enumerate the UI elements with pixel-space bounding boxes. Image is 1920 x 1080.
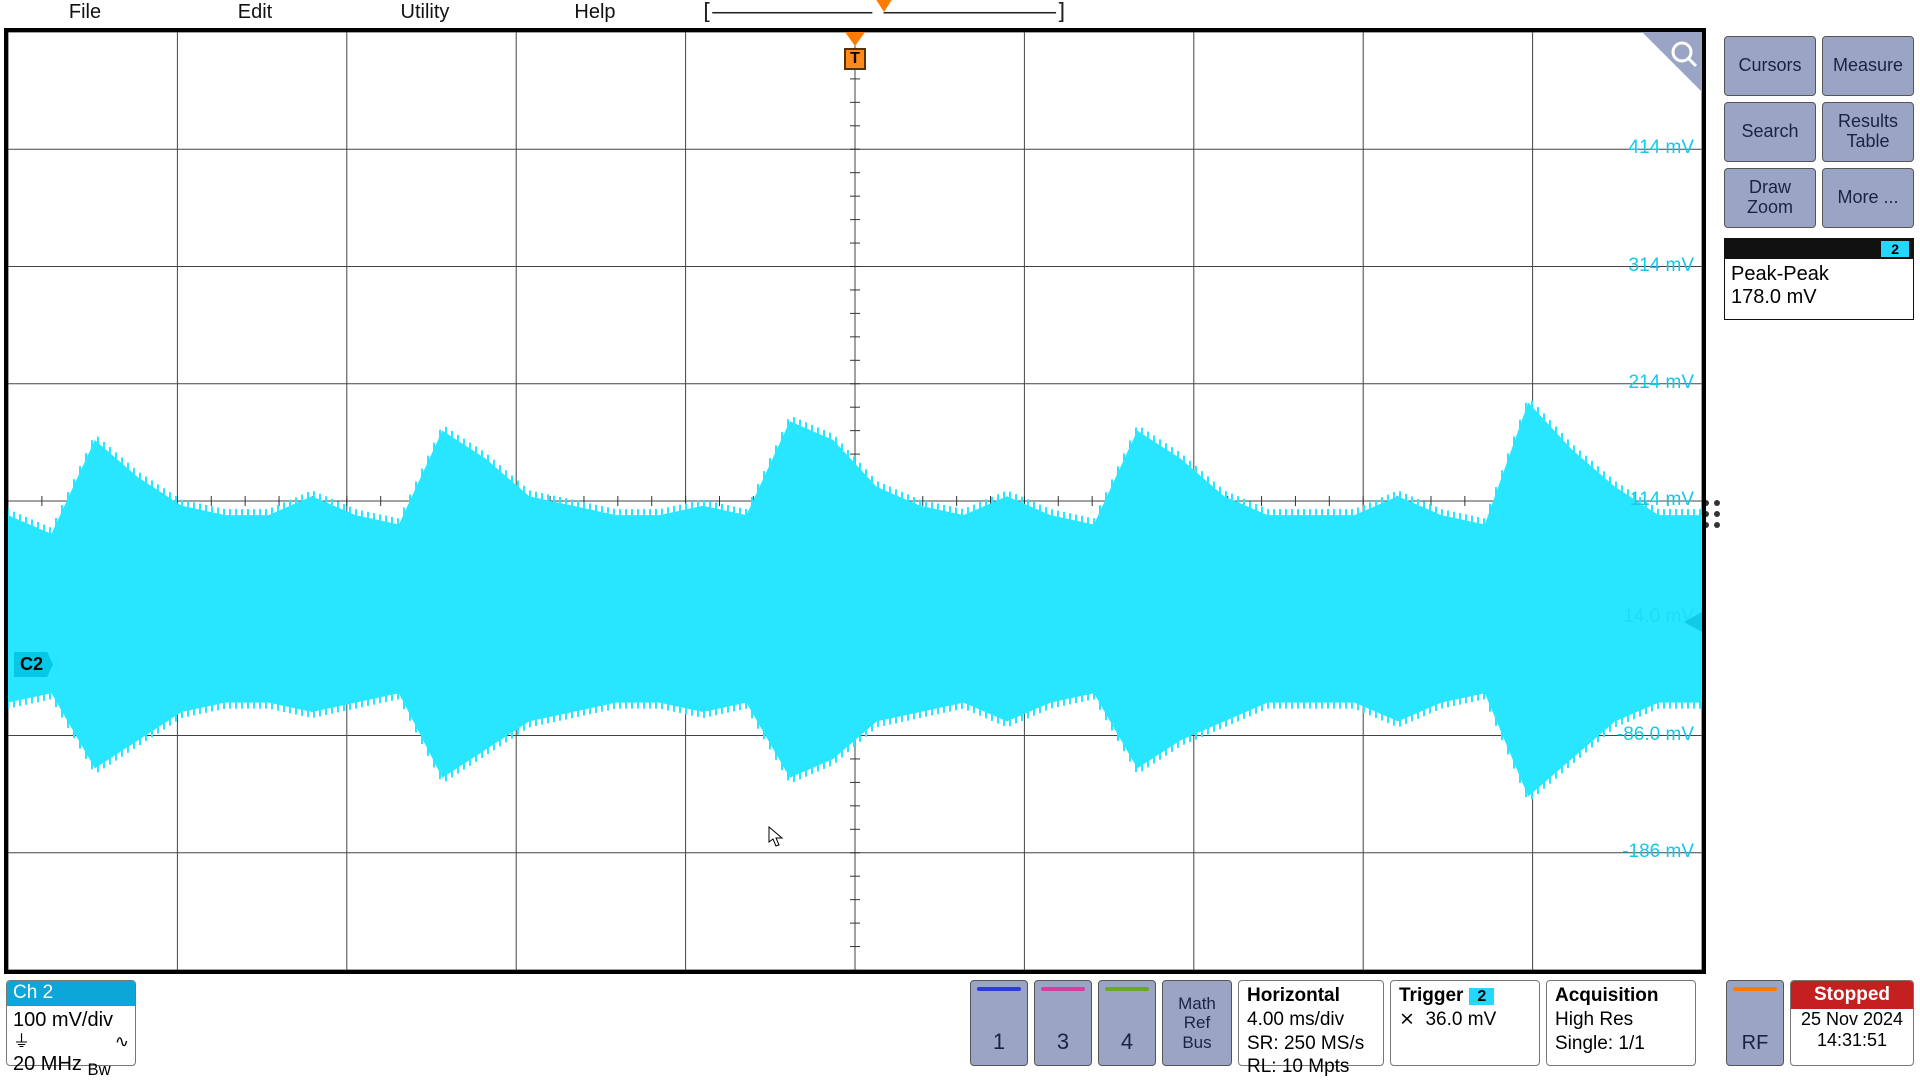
coupling-icon: ⏚ (13, 1032, 30, 1052)
channel-4-button[interactable]: 4 (1098, 980, 1156, 1066)
trigger-type-icon: ⨯ (1399, 1009, 1415, 1030)
voltage-gridline-label: -86.0 mV (1617, 724, 1694, 746)
ch3-label: 3 (1057, 1029, 1069, 1055)
acquisition-panel[interactable]: Acquisition High Res Single: 1/1 (1546, 980, 1696, 1066)
trigger-level: 36.0 mV (1425, 1009, 1496, 1030)
zoom-corner-icon[interactable] (1642, 32, 1702, 92)
voltage-gridline-label: -186 mV (1622, 841, 1694, 863)
waveform-display[interactable]: T C2 414 mV 314 mV 214 mV 114 mV 14.0 mV -86.… (4, 28, 1706, 974)
voltage-gridline-label: 14.0 mV (1623, 606, 1694, 628)
menu-utility[interactable]: Utility (340, 1, 510, 24)
status-box[interactable]: Stopped 25 Nov 2024 14:31:51 (1790, 980, 1914, 1066)
rf-button[interactable]: RF (1726, 980, 1784, 1066)
trigger-source-badge: 2 (1469, 988, 1494, 1005)
menu-bar: File Edit Utility Help [————————————— ——… (0, 0, 1920, 25)
measurement-readout[interactable]: 2 Peak-Peak 178.0 mV (1724, 238, 1914, 320)
channel-1-button[interactable]: 1 (970, 980, 1028, 1066)
channel-vdiv: 100 mV/div (13, 1008, 129, 1032)
bw-suffix: Bw (87, 1060, 110, 1079)
menu-help[interactable]: Help (510, 1, 680, 24)
channel-ground-marker[interactable]: C2 (14, 652, 53, 677)
acquisition-count: Single: 1/1 (1555, 1032, 1687, 1056)
search-button[interactable]: Search (1724, 102, 1816, 162)
measure-button[interactable]: Measure (1822, 36, 1914, 96)
timeline-overview[interactable]: [————————————— ——————————————] (700, 0, 1067, 25)
horizontal-title: Horizontal (1247, 984, 1375, 1008)
voltage-gridline-label: 214 mV (1629, 372, 1694, 394)
trigger-panel[interactable]: Trigger 2 ⨯ 36.0 mV (1390, 980, 1540, 1066)
math-label: Math (1178, 994, 1216, 1014)
measurement-value: 178.0 mV (1731, 286, 1907, 309)
voltage-gridline-label: 414 mV (1629, 137, 1694, 159)
trigger-position-icon[interactable] (875, 0, 893, 12)
bottom-controls: 1 3 4 Math Ref Bus Horizontal 4.00 ms/di… (970, 980, 1696, 1066)
horizontal-tdiv: 4.00 ms/div (1247, 1008, 1375, 1032)
trigger-title: Trigger (1399, 985, 1463, 1006)
bus-label: Bus (1182, 1033, 1211, 1053)
voltage-gridline-label: 314 mV (1629, 255, 1694, 277)
side-panel: Cursors Measure Search Results Table Dra… (1724, 36, 1914, 320)
channel-3-button[interactable]: 3 (1034, 980, 1092, 1066)
bandwidth-icon: ∿ (115, 1032, 129, 1052)
channel-bw: 20 MHz (13, 1053, 82, 1075)
results-table-button[interactable]: Results Table (1822, 102, 1914, 162)
trigger-t-label: T (844, 48, 866, 70)
ref-label: Ref (1184, 1013, 1210, 1033)
menu-file[interactable]: File (0, 1, 170, 24)
horizontal-rl: RL: 10 Mpts (1247, 1055, 1375, 1079)
rf-label: RF (1742, 1032, 1769, 1055)
trigger-t-marker[interactable]: T (844, 32, 866, 70)
acquisition-mode: High Res (1555, 1008, 1687, 1032)
voltage-gridline-label: 114 mV (1630, 489, 1694, 511)
more-button[interactable]: More ... (1822, 168, 1914, 228)
ch1-label: 1 (993, 1029, 1005, 1055)
math-ref-bus-button[interactable]: Math Ref Bus (1162, 980, 1232, 1066)
channel-info-title: Ch 2 (7, 981, 135, 1006)
measurement-channel-badge: 2 (1881, 241, 1909, 257)
status-time: 14:31:51 (1791, 1030, 1913, 1051)
measurement-name: Peak-Peak (1731, 263, 1907, 286)
acquisition-title: Acquisition (1555, 984, 1687, 1008)
ch4-label: 4 (1121, 1029, 1133, 1055)
horizontal-panel[interactable]: Horizontal 4.00 ms/div SR: 250 MS/s RL: … (1238, 980, 1384, 1066)
run-state: Stopped (1791, 981, 1913, 1009)
mouse-cursor-icon (768, 826, 784, 848)
status-date: 25 Nov 2024 (1791, 1009, 1913, 1030)
menu-edit[interactable]: Edit (170, 1, 340, 24)
channel-info-box[interactable]: Ch 2 100 mV/div ⏚ ∿ 20 MHz Bw (6, 980, 136, 1066)
horizontal-sr: SR: 250 MS/s (1247, 1032, 1375, 1056)
cursors-button[interactable]: Cursors (1724, 36, 1816, 96)
draw-zoom-button[interactable]: Draw Zoom (1724, 168, 1816, 228)
